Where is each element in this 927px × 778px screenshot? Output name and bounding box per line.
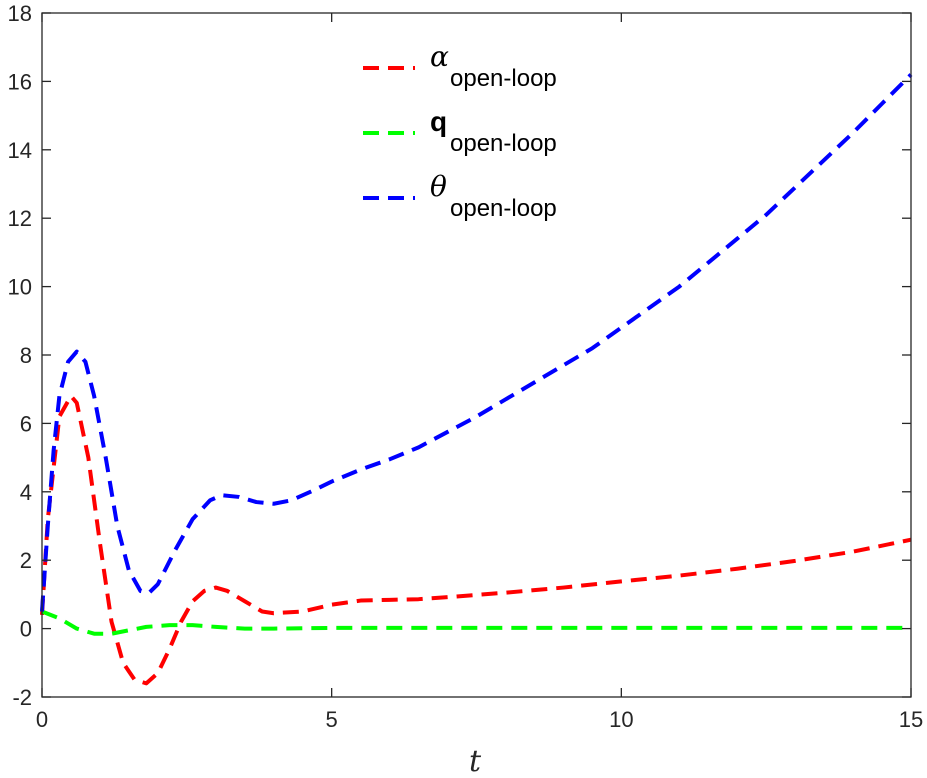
y-tick-label: 6 [20,411,32,436]
x-axis-label: t [469,744,482,778]
legend-symbol-2: θ [430,170,447,203]
y-tick-label: 10 [8,275,32,300]
plot-frame [41,12,912,698]
x-tick-label: 10 [609,707,633,732]
x-tick-label: 15 [899,707,923,732]
x-tick-label: 5 [326,707,338,732]
legend-subscript-1: open-loop [450,130,557,157]
series-line-0 [40,394,912,686]
y-tick-label: 2 [20,548,32,573]
legend-symbol-0: α [430,40,449,73]
y-tick-label: 0 [20,617,32,642]
y-tick-label: 8 [20,343,32,368]
legend-subscript-0: open-loop [450,65,557,92]
y-tick-label: 4 [20,480,32,505]
legend-symbol-1: q [430,106,447,137]
legend-subscript-2: open-loop [450,195,557,222]
series-layer [40,73,913,686]
x-tick-label: 0 [36,707,48,732]
y-tick-label: 18 [8,1,32,26]
series-line-2 [40,73,913,612]
y-tick-label: 14 [8,138,32,163]
y-tick-label: 12 [8,206,32,231]
axes-layer [41,12,912,698]
y-tick-label: 16 [8,69,32,94]
y-tick-label: -2 [12,685,32,710]
series-line-1 [41,609,911,636]
